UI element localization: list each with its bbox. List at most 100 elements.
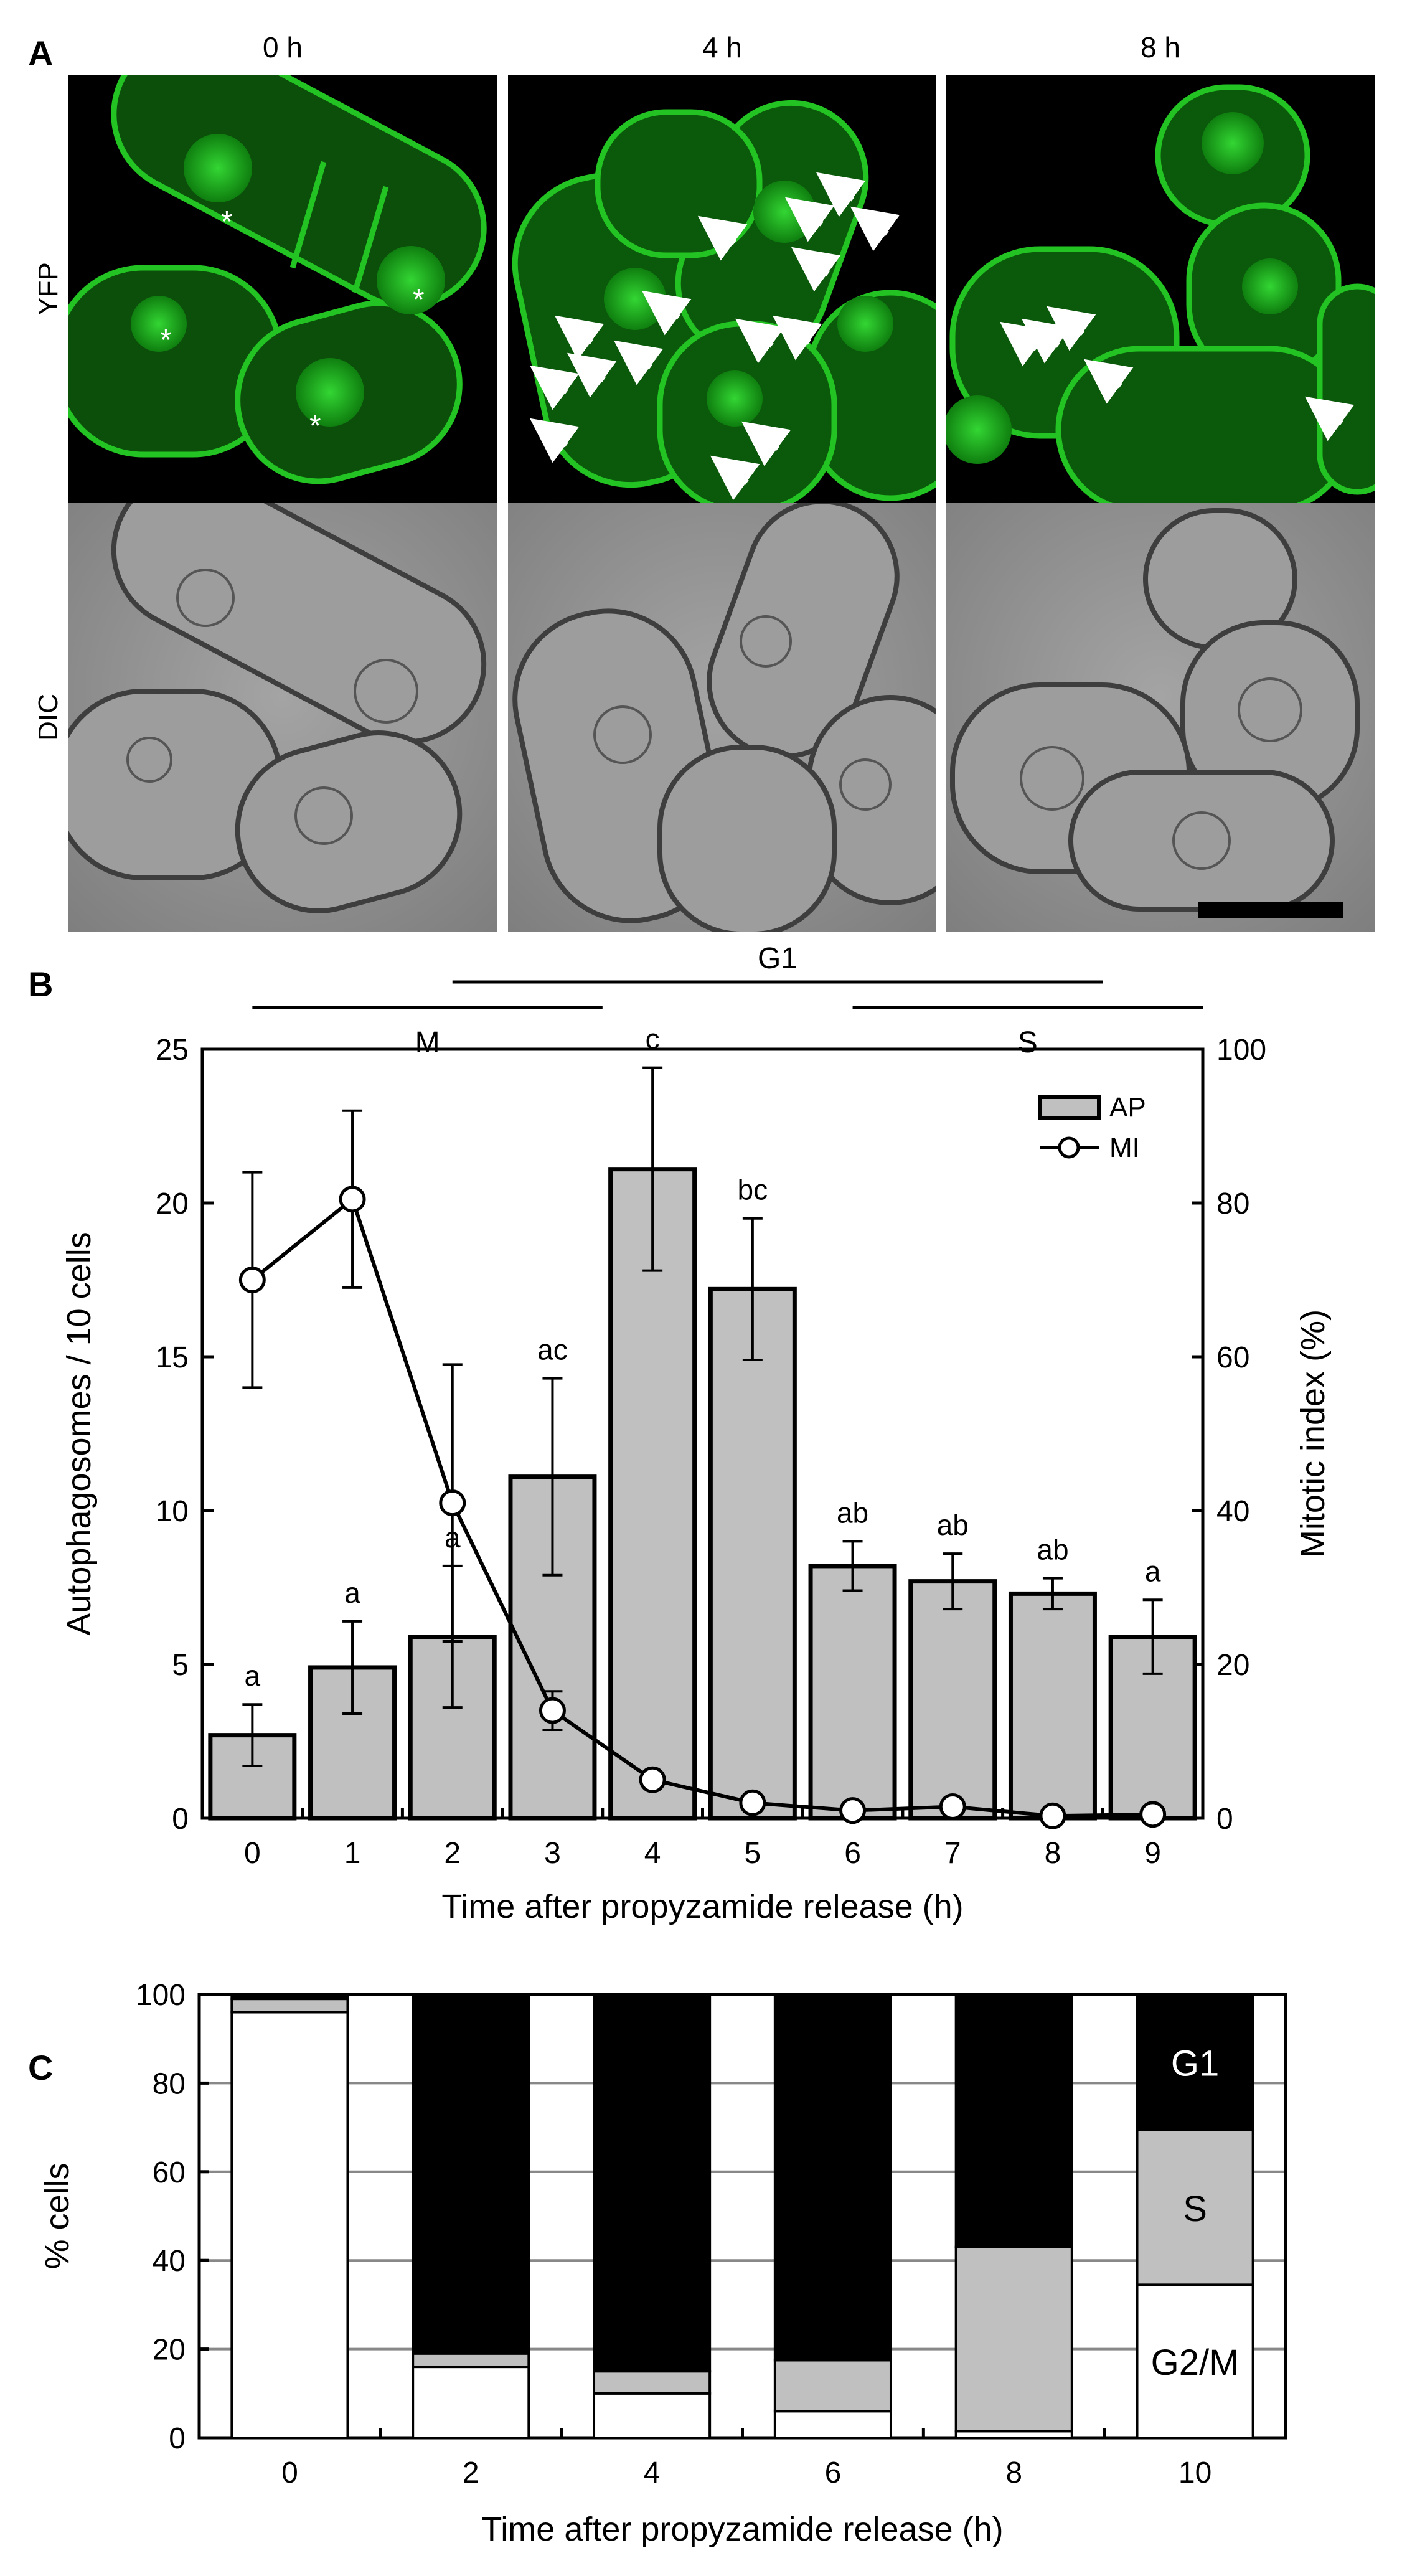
- significance-letter: ab: [937, 1509, 969, 1541]
- dic-image-0h: [68, 503, 497, 932]
- time-label-4h: 4 h: [702, 31, 742, 64]
- x-tick-label: 3: [544, 1837, 561, 1870]
- ap-bar: [708, 1286, 797, 1821]
- stacked-segment-s: [1136, 2128, 1254, 2286]
- dic-image-8h: [946, 503, 1375, 932]
- y-tick-label: 60: [153, 2156, 186, 2189]
- legend-label-mi: MI: [1109, 1133, 1140, 1163]
- stacked-segment-s: [412, 2352, 530, 2369]
- row-label-yfp: YFP: [33, 262, 64, 316]
- significance-letter: a: [1145, 1555, 1161, 1587]
- x-tick-label: 2: [444, 1837, 461, 1870]
- y-tick-label: 10: [156, 1495, 189, 1528]
- ap-bar: [808, 1564, 897, 1821]
- significance-letter: ab: [1037, 1534, 1068, 1566]
- y-tick-label: 40: [153, 2245, 186, 2278]
- x-tick-label: 7: [944, 1837, 961, 1870]
- row-label-dic: DIC: [33, 694, 64, 741]
- x-axis-label: Time after propyzamide release (h): [481, 2511, 1003, 2548]
- panel-c-letter: C: [28, 2048, 53, 2087]
- ap-bar: [1008, 1591, 1097, 1821]
- stacked-bars: [230, 1993, 1254, 2440]
- x-tick-label: 8: [1045, 1837, 1061, 1870]
- stacked-segment-g1: [593, 1993, 712, 2373]
- stacked-segment-s: [773, 2359, 892, 2413]
- y2-tick-label: 100: [1216, 1034, 1266, 1067]
- stacked-segment-s: [230, 1998, 349, 2014]
- mi-point: [739, 1789, 766, 1816]
- ap-bar: [908, 1579, 997, 1821]
- mi-point: [439, 1489, 466, 1517]
- stacked-segment-g1: [954, 1993, 1073, 2248]
- yfp-image-4h: [508, 75, 936, 503]
- svg-text:*: *: [413, 283, 425, 316]
- y-tick-label: 15: [156, 1341, 189, 1374]
- panel-a: A 0 h 4 h 8 h YFP DIC * * * *: [28, 31, 1375, 932]
- mi-point: [939, 1793, 966, 1820]
- dic-image-4h: [508, 503, 936, 932]
- panel-b-axes: 0 5 10 15 20 25 0 20 40 60 80 100 0 1 2 3 4 5 6 7 8 9: [156, 1034, 1266, 1870]
- stacked-segment-s: [954, 2245, 1073, 2433]
- stacked-segment-g2m: [230, 2011, 349, 2439]
- legend-marker-mi: [1058, 1136, 1080, 1159]
- stacked-segment-g1: [1136, 1993, 1254, 2131]
- inbar-label-s: S: [1183, 2189, 1207, 2229]
- x-tick-label: 6: [825, 2456, 842, 2489]
- y2-tick-label: 20: [1216, 1649, 1249, 1682]
- y-tick-label: 5: [172, 1649, 189, 1682]
- mi-point: [639, 1766, 666, 1793]
- x-tick-label: 2: [463, 2456, 479, 2489]
- svg-text:*: *: [221, 205, 233, 238]
- panel-c-axes: 0 20 40 60 80 100 0 2 4 6 8 10: [136, 1979, 1287, 2489]
- legend: AP MI: [1038, 1092, 1146, 1163]
- legend-swatch-ap: [1038, 1095, 1101, 1120]
- ap-bars: aaaaccbcabababa: [208, 1023, 1197, 1821]
- panel-b-letter: B: [28, 965, 53, 1004]
- y2-tick-label: 0: [1216, 1803, 1233, 1836]
- stacked-segment-s: [593, 2370, 712, 2395]
- mi-point: [1139, 1801, 1167, 1828]
- y-axis-label: Autophagosomes / 10 cells: [60, 1232, 98, 1635]
- y-tick-label: 0: [172, 1803, 189, 1836]
- y-tick-label: 80: [153, 2067, 186, 2100]
- x-tick-label: 1: [344, 1837, 361, 1870]
- stacked-segment-g2m: [593, 2392, 712, 2440]
- scale-bar: [1198, 902, 1343, 918]
- stacked-segment-g1: [773, 1993, 892, 2362]
- phase-label-s: S: [1018, 1026, 1038, 1059]
- legend-label-ap: AP: [1109, 1092, 1146, 1123]
- y-tick-label: 25: [156, 1034, 189, 1067]
- significance-letter: ac: [537, 1334, 568, 1366]
- mi-point: [1039, 1802, 1066, 1829]
- time-label-8h: 8 h: [1141, 31, 1180, 64]
- y-tick-label: 20: [153, 2334, 186, 2367]
- significance-letter: a: [245, 1659, 261, 1692]
- significance-letter: a: [344, 1577, 360, 1609]
- plot-frame: [197, 1993, 1287, 2440]
- phase-labels: G1 S G2/M: [1151, 2044, 1240, 2384]
- x-tick-label: 6: [844, 1837, 861, 1870]
- arrow-icon: [999, 306, 1355, 441]
- stacked-segment-g2m: [1136, 2283, 1254, 2440]
- svg-text:*: *: [309, 410, 321, 443]
- stacked-segment-g2m: [412, 2366, 530, 2440]
- panel-a-letter: A: [28, 34, 53, 73]
- x-tick-label: 0: [244, 1837, 261, 1870]
- inbar-label-g1: G1: [1171, 2044, 1219, 2084]
- yfp-image-8h: [946, 75, 1375, 503]
- mi-point: [539, 1697, 566, 1724]
- nucleus-marker: * * * *: [160, 205, 425, 443]
- x-tick-label: 5: [744, 1837, 761, 1870]
- arrow-icon: [529, 172, 900, 501]
- phase-indicators: M G1 S: [252, 942, 1203, 1059]
- y-axis-label: % cells: [39, 2163, 76, 2269]
- x-axis-label: Time after propyzamide release (h): [441, 1888, 963, 1925]
- stacked-segment-g2m: [773, 2410, 892, 2440]
- svg-text:*: *: [160, 324, 172, 357]
- y2-axis-label: Mitotic index (%): [1294, 1309, 1332, 1558]
- mi-point: [839, 1797, 867, 1824]
- y-tick-label: 0: [169, 2422, 186, 2455]
- mi-line: [238, 1109, 1167, 1829]
